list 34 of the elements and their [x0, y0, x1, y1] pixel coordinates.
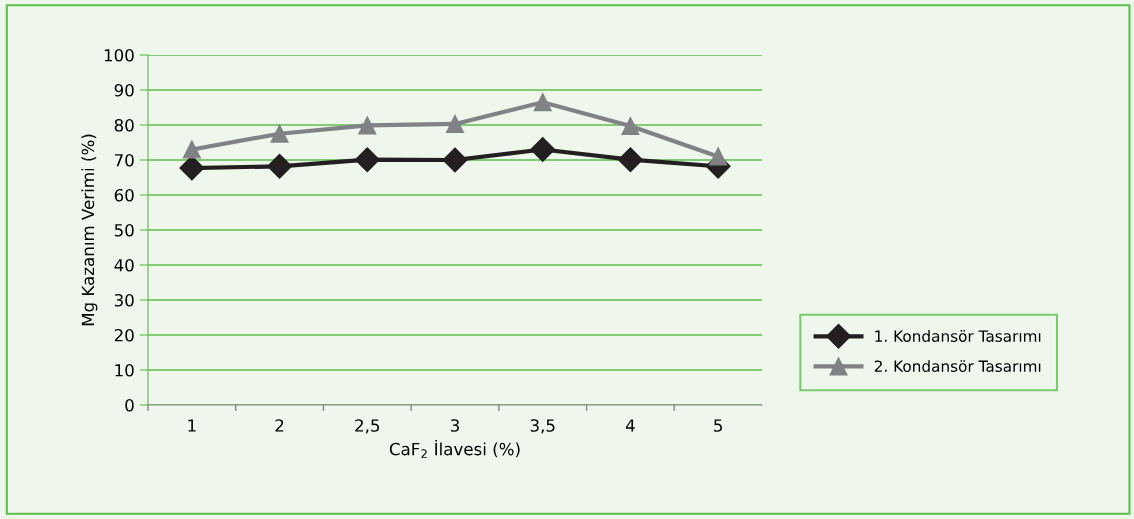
- point: [358, 116, 377, 135]
- y-tick-label: 60: [114, 188, 134, 202]
- x-tick-label: 5: [714, 419, 722, 432]
- y-tick-label: 20: [114, 328, 134, 342]
- point: [270, 124, 289, 143]
- x-tick-label: 2,5: [355, 419, 380, 434]
- legend-label: 2. Kondansör Tasarımı: [874, 360, 1041, 372]
- point: [267, 153, 293, 179]
- point: [354, 147, 380, 173]
- y-tick-label: 70: [114, 153, 134, 167]
- y-tick-label: 10: [115, 363, 134, 377]
- y-tick-label: 80: [114, 118, 134, 132]
- point: [445, 114, 465, 133]
- y-tick-label: 90: [114, 83, 134, 97]
- x-tick-label: 4: [625, 419, 635, 432]
- point: [533, 93, 552, 112]
- x-axis-title: CaF$_{2}$ İlavesi (%): [389, 439, 520, 458]
- y-tick-label: 100: [104, 48, 134, 62]
- point: [530, 137, 556, 162]
- x-tick-label: 2: [275, 419, 284, 432]
- point: [182, 140, 201, 159]
- x-tick-label: 1: [188, 419, 196, 432]
- legend-label: 1. Kondansör Tasarımı: [875, 330, 1041, 342]
- x-tick-label: 3: [450, 419, 459, 432]
- y-tick-label: 0: [125, 398, 134, 412]
- x-tick-label: 3,5: [530, 419, 555, 434]
- y-tick-label: 40: [114, 258, 134, 272]
- y-tick-label: 30: [114, 293, 134, 307]
- point: [617, 147, 643, 173]
- point: [442, 147, 468, 173]
- y-axis-title: Mg Kazanım Verimi (%): [81, 134, 98, 326]
- point: [621, 117, 640, 136]
- point: [709, 147, 728, 166]
- y-tick-label: 50: [114, 223, 134, 237]
